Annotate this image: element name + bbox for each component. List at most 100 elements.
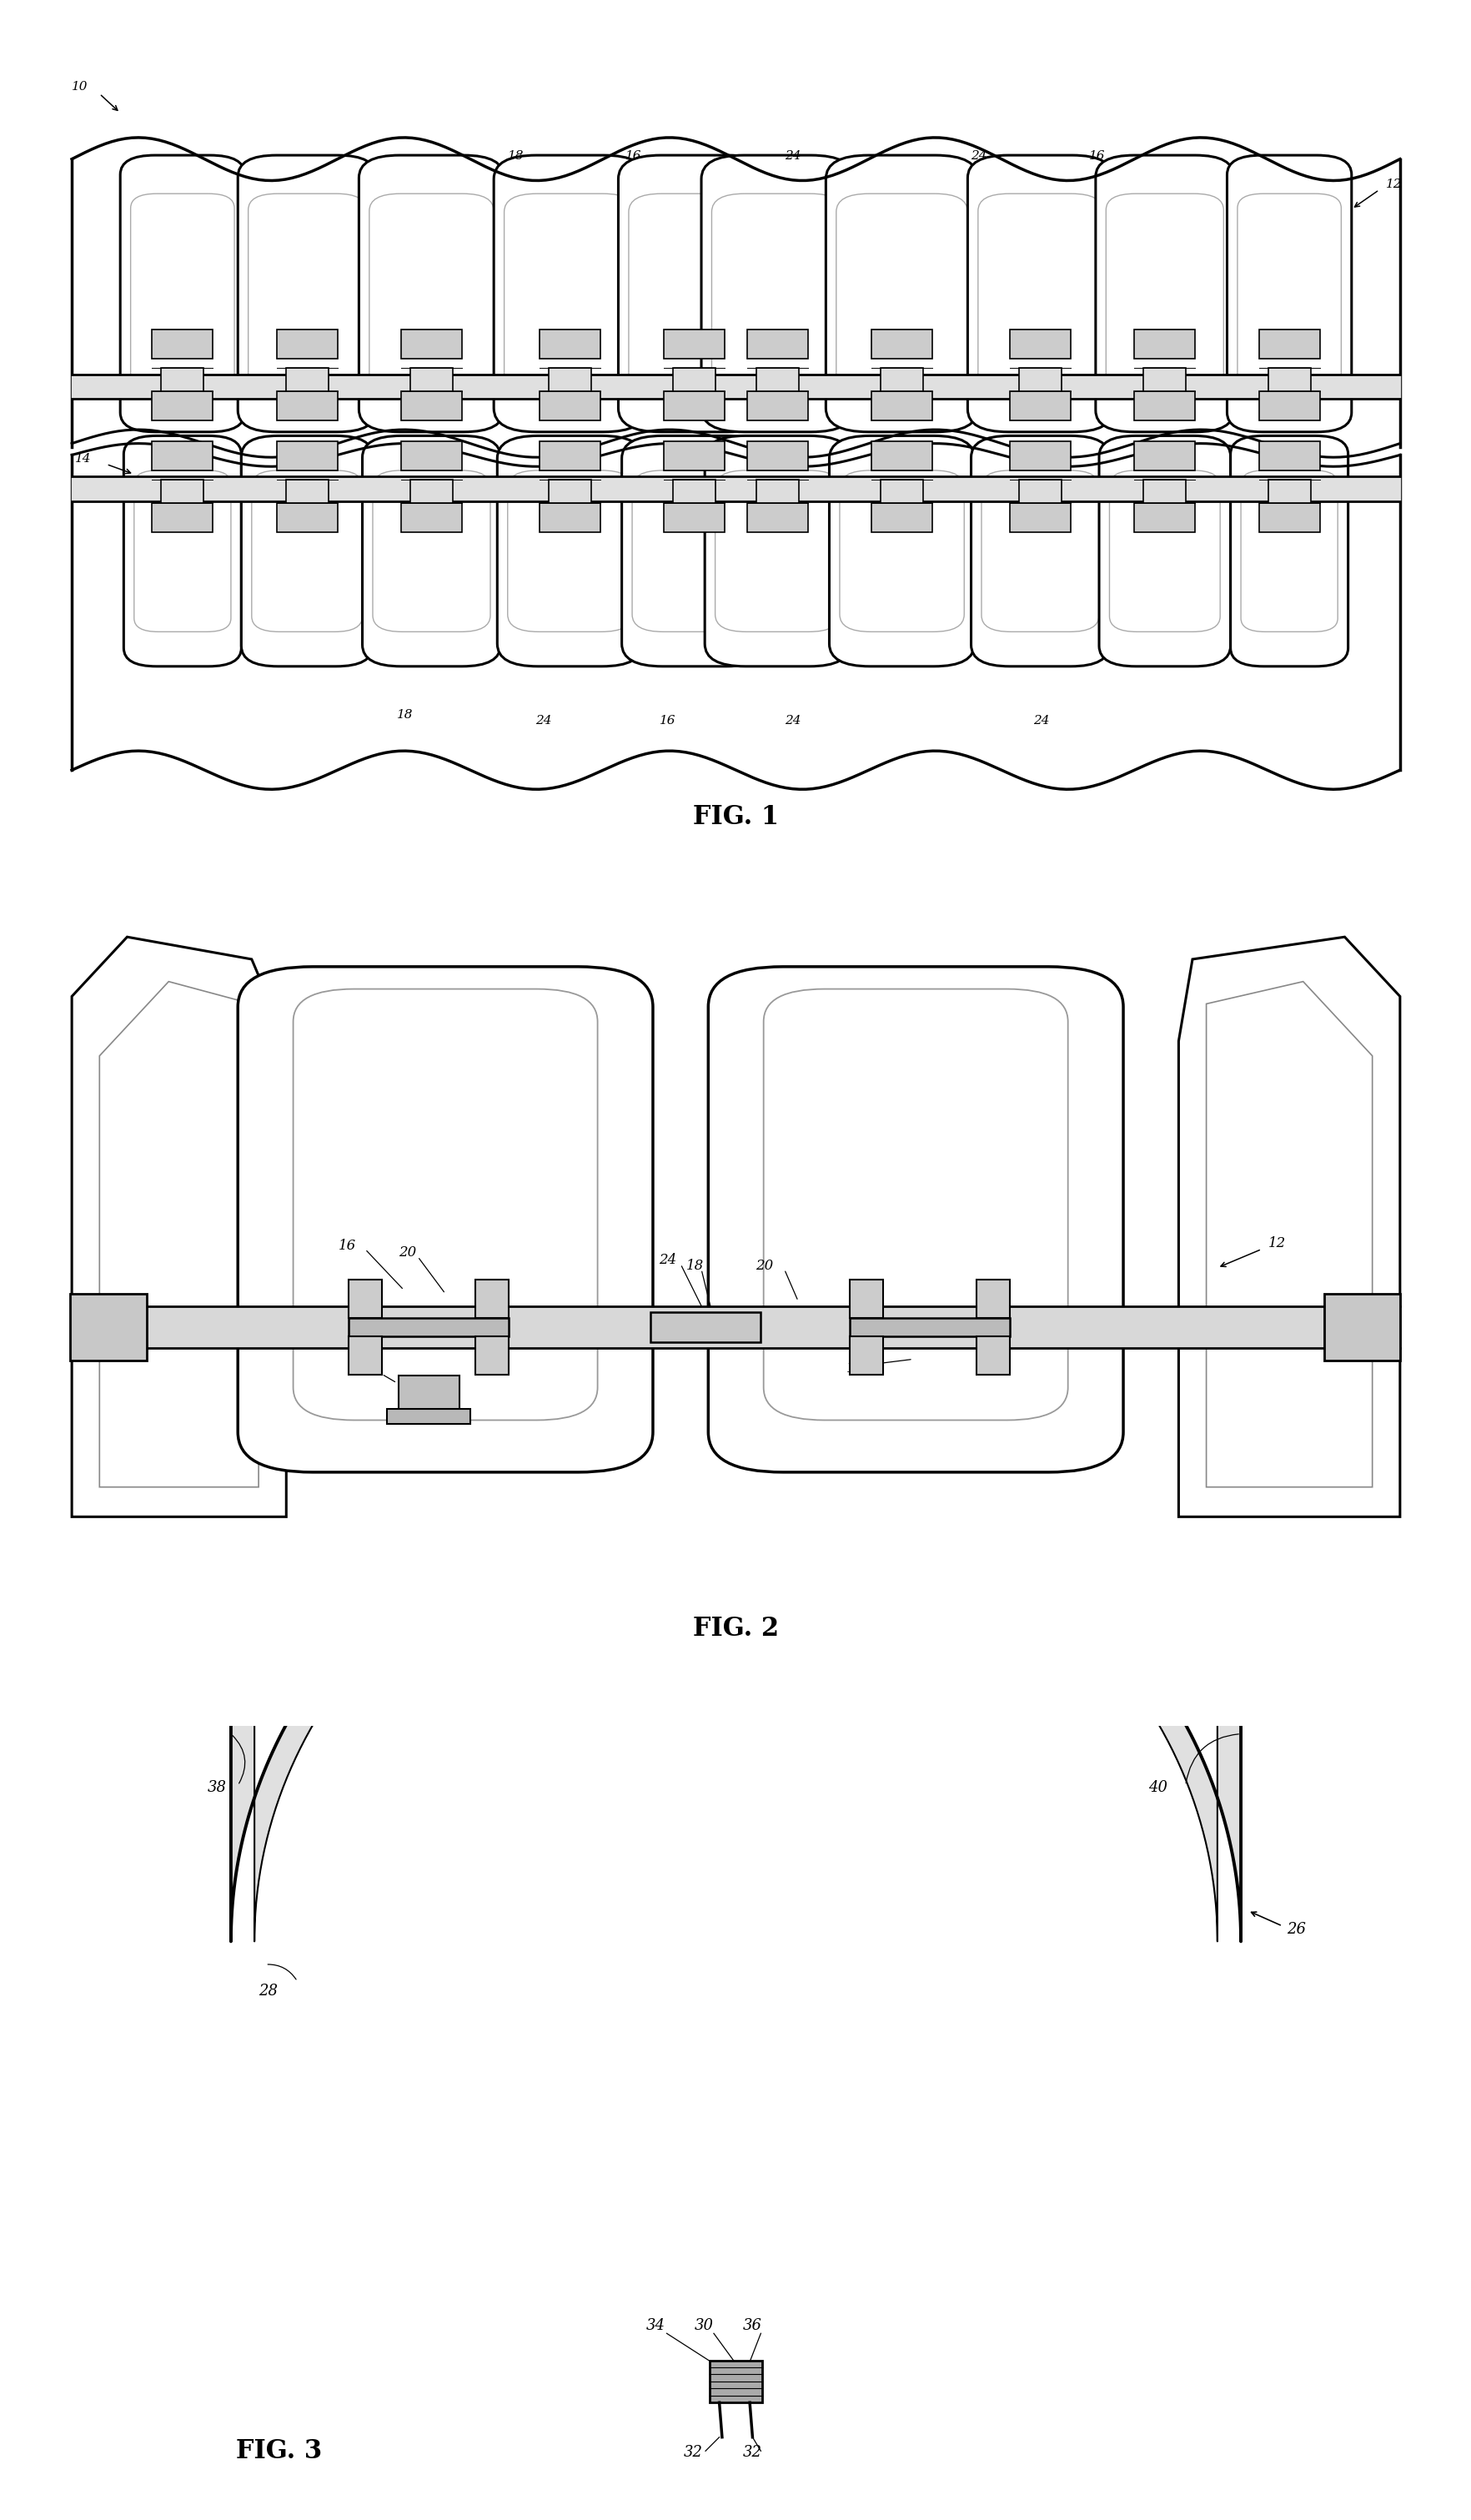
FancyBboxPatch shape xyxy=(1227,156,1350,431)
Bar xyxy=(871,501,931,532)
Bar xyxy=(349,1336,382,1376)
Bar xyxy=(540,330,600,358)
Bar xyxy=(402,391,462,421)
Text: 38: 38 xyxy=(207,1779,227,1794)
Bar xyxy=(975,1336,1009,1376)
Bar xyxy=(1009,391,1069,421)
FancyBboxPatch shape xyxy=(1230,436,1347,665)
Bar xyxy=(871,330,931,358)
FancyBboxPatch shape xyxy=(369,194,493,393)
Bar xyxy=(1018,479,1061,501)
Text: FIG. 3: FIG. 3 xyxy=(237,2437,322,2465)
FancyBboxPatch shape xyxy=(838,471,964,633)
Text: 18: 18 xyxy=(685,1257,703,1273)
Bar xyxy=(540,391,600,421)
Bar xyxy=(1258,441,1319,471)
Text: 24: 24 xyxy=(535,716,552,726)
FancyBboxPatch shape xyxy=(493,156,646,431)
Bar xyxy=(549,368,591,391)
Bar xyxy=(402,330,462,358)
Bar xyxy=(1268,368,1309,391)
FancyBboxPatch shape xyxy=(715,471,838,633)
FancyBboxPatch shape xyxy=(505,194,635,393)
Bar xyxy=(880,479,922,501)
Bar xyxy=(277,501,337,532)
Bar xyxy=(540,501,600,532)
FancyBboxPatch shape xyxy=(712,194,843,393)
FancyBboxPatch shape xyxy=(134,471,231,633)
Bar xyxy=(747,441,808,471)
FancyBboxPatch shape xyxy=(1237,194,1340,393)
FancyBboxPatch shape xyxy=(705,436,850,665)
FancyBboxPatch shape xyxy=(628,194,759,393)
Text: 16: 16 xyxy=(1089,149,1105,161)
FancyBboxPatch shape xyxy=(977,194,1102,393)
Polygon shape xyxy=(72,937,285,1517)
Text: 16: 16 xyxy=(846,1361,863,1376)
Text: 32: 32 xyxy=(683,2444,702,2460)
FancyBboxPatch shape xyxy=(1094,156,1233,431)
Bar xyxy=(349,1280,382,1318)
Text: 24: 24 xyxy=(784,149,800,161)
Bar xyxy=(1009,330,1069,358)
Bar xyxy=(975,1280,1009,1318)
FancyBboxPatch shape xyxy=(241,436,372,665)
Bar xyxy=(1134,501,1194,532)
Text: 26: 26 xyxy=(1286,1923,1305,1938)
Text: 28: 28 xyxy=(259,1983,278,1998)
Text: 20: 20 xyxy=(755,1257,772,1273)
Text: 16: 16 xyxy=(625,149,641,161)
Bar xyxy=(663,501,724,532)
Bar xyxy=(1009,441,1069,471)
Bar xyxy=(849,1318,1009,1336)
Bar xyxy=(1268,479,1309,501)
FancyBboxPatch shape xyxy=(359,156,505,431)
Bar xyxy=(880,368,922,391)
Bar xyxy=(1258,501,1319,532)
Bar xyxy=(285,479,328,501)
Bar xyxy=(152,441,213,471)
FancyBboxPatch shape xyxy=(293,988,597,1421)
Polygon shape xyxy=(1206,983,1371,1487)
Bar xyxy=(549,479,591,501)
Text: 34: 34 xyxy=(646,2318,665,2334)
Bar xyxy=(871,441,931,471)
Bar xyxy=(152,391,213,421)
Bar xyxy=(1009,501,1069,532)
FancyBboxPatch shape xyxy=(362,436,500,665)
FancyBboxPatch shape xyxy=(981,471,1099,633)
Bar xyxy=(399,1376,459,1414)
Bar xyxy=(152,501,213,532)
FancyBboxPatch shape xyxy=(700,156,853,431)
Text: 18: 18 xyxy=(397,708,413,721)
Text: 30: 30 xyxy=(694,2318,713,2334)
Bar xyxy=(672,368,715,391)
Bar xyxy=(540,441,600,471)
FancyBboxPatch shape xyxy=(238,156,377,431)
Bar xyxy=(402,441,462,471)
Bar xyxy=(663,441,724,471)
Bar xyxy=(756,479,799,501)
Text: 40: 40 xyxy=(1147,1779,1167,1794)
Bar xyxy=(410,368,453,391)
Bar xyxy=(1143,368,1186,391)
Bar xyxy=(402,501,462,532)
FancyBboxPatch shape xyxy=(249,194,366,393)
Bar xyxy=(1018,368,1061,391)
Bar xyxy=(672,479,715,501)
Bar xyxy=(277,330,337,358)
Text: 10: 10 xyxy=(72,81,88,93)
Bar xyxy=(747,391,808,421)
FancyBboxPatch shape xyxy=(131,194,234,393)
Text: 36: 36 xyxy=(743,2318,762,2334)
FancyBboxPatch shape xyxy=(618,156,771,431)
Text: 18: 18 xyxy=(507,149,524,161)
FancyBboxPatch shape xyxy=(836,194,966,393)
Bar xyxy=(756,368,799,391)
FancyBboxPatch shape xyxy=(1099,436,1230,665)
Bar xyxy=(663,330,724,358)
Bar xyxy=(162,479,203,501)
Text: FIG. 2: FIG. 2 xyxy=(693,1615,778,1641)
FancyBboxPatch shape xyxy=(621,436,766,665)
Text: 12: 12 xyxy=(1268,1237,1286,1250)
